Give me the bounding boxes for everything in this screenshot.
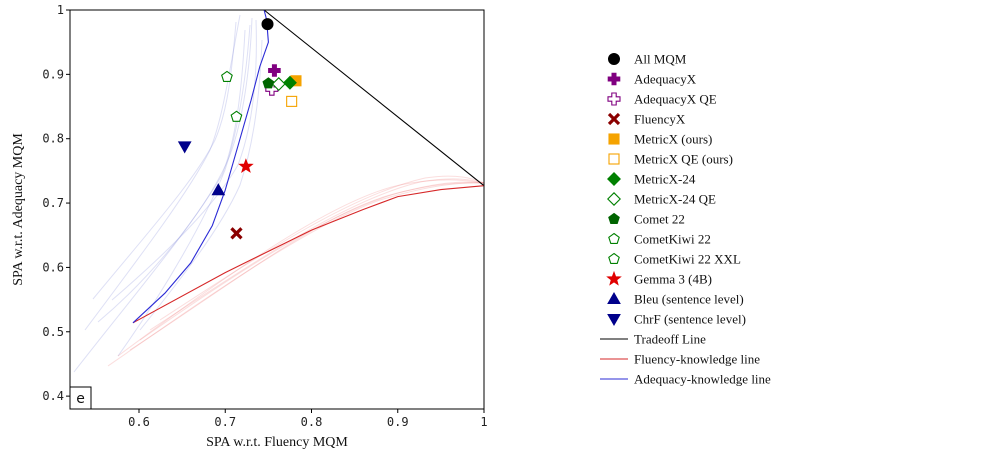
- legend-item-adequacy-knowledge-line: Adequacy-knowledge line: [600, 372, 771, 387]
- faint-sample-curves: [73, 14, 485, 373]
- legend-item-all-mqm: All MQM: [608, 52, 687, 67]
- legend-label: CometKiwi 22: [634, 232, 711, 247]
- y-tick-label: 0.5: [42, 325, 64, 339]
- legend-marker: [607, 112, 621, 126]
- adequacy-sample-curve-5: [73, 29, 246, 373]
- x-tick-label: 0.9: [387, 415, 409, 429]
- legend-marker: [606, 270, 622, 286]
- fluency-sample-curve-2: [139, 181, 485, 341]
- x-tick-label: 1: [480, 415, 487, 429]
- plot-frame: [69, 9, 485, 410]
- legend-marker: [608, 252, 620, 264]
- legend-marker: [608, 153, 620, 165]
- legend-label: MetricX-24 QE: [634, 192, 716, 207]
- legend-label: ChrF (sentence level): [634, 312, 746, 327]
- tradeoff-line: [263, 9, 485, 187]
- x-tick-label: 0.6: [128, 415, 150, 429]
- fluency-sample-curve-4: [149, 178, 485, 331]
- point-metricx-qe-ours: [286, 95, 298, 107]
- legend-label: CometKiwi 22 XXL: [634, 252, 741, 267]
- y-tick-label: 0.7: [42, 196, 64, 210]
- fluency-sample-curve-6: [159, 175, 485, 321]
- legend-marker: [607, 291, 621, 304]
- fluency-knowledge-line: [132, 185, 485, 324]
- axis-ticks: 0.6 0.7 0.8 0.9 1 0.4 0.5 0.6 0.7 0.8 0.9 1: [42, 3, 487, 429]
- point-cometkiwi-22: [230, 110, 243, 122]
- adequacy-sample-curve-4: [97, 17, 253, 323]
- y-tick-label: 0.4: [42, 389, 64, 403]
- legend-label: MetricX (ours): [634, 132, 712, 147]
- data-points: [177, 18, 302, 240]
- point-comet-22: [262, 77, 275, 89]
- legend-item-metricx-qe-ours: MetricX QE (ours): [608, 152, 733, 167]
- legend-item-metricx-24-qe: MetricX-24 QE: [607, 192, 716, 207]
- legend-label: Bleu (sentence level): [634, 292, 744, 307]
- legend-label: Adequacy-knowledge line: [634, 372, 771, 387]
- point-chrf-sentence-level: [177, 141, 192, 154]
- legend-marker: [607, 314, 621, 327]
- legend-item-bleu-sentence-level: Bleu (sentence level): [607, 291, 744, 307]
- point-cometkiwi-22-xxl: [221, 70, 233, 82]
- y-tick-label: 0.8: [42, 132, 64, 146]
- legend-label: Comet 22: [634, 212, 685, 227]
- x-tick-label: 0.7: [214, 415, 236, 429]
- point-metricx-24: [282, 75, 297, 90]
- y-axis-label: SPA w.r.t. Adequacy MQM: [11, 133, 26, 286]
- fluency-sample-curve-3: [129, 182, 485, 351]
- legend-label: MetricX-24: [634, 172, 696, 187]
- adequacy-sample-curve-1: [92, 21, 237, 300]
- panel-label-box: e: [69, 386, 92, 410]
- legend-item-adequacyx-qe: AdequacyX QE: [607, 92, 717, 107]
- legend-item-adequacyx: AdequacyX: [607, 72, 697, 87]
- legend-item-gemma-3-4b: Gemma 3 (4B): [606, 270, 712, 287]
- legend-marker: [608, 212, 620, 224]
- panel-label: e: [76, 391, 85, 407]
- legend: All MQM AdequacyX AdequacyX QE FluencyX Metr…: [600, 52, 771, 387]
- x-tick-label: 0.8: [301, 415, 323, 429]
- point-metricx-24-qe: [271, 77, 286, 91]
- legend-marker: [608, 53, 620, 65]
- point-gemma-3-4b: [238, 158, 254, 173]
- legend-item-metricx-ours: MetricX (ours): [608, 132, 712, 147]
- legend-marker: [608, 133, 620, 145]
- legend-marker: [607, 192, 621, 206]
- legend-item-chrf-sentence-level: ChrF (sentence level): [607, 312, 746, 327]
- adequacy-sample-curve-3: [117, 24, 251, 357]
- legend-item-metricx-24: MetricX-24: [607, 172, 696, 187]
- legend-label: Fluency-knowledge line: [634, 352, 760, 367]
- legend-marker: [607, 92, 621, 106]
- y-tick-label: 0.6: [42, 260, 64, 274]
- y-tick-label: 0.9: [42, 67, 64, 81]
- legend-item-fluency-knowledge-line: Fluency-knowledge line: [600, 352, 760, 367]
- adequacy-sample-curve-6: [139, 39, 263, 331]
- legend-label: Gemma 3 (4B): [634, 272, 712, 287]
- legend-label: All MQM: [634, 52, 687, 67]
- legend-item-cometkiwi-22: CometKiwi 22: [608, 232, 711, 247]
- legend-label: FluencyX: [634, 112, 686, 127]
- point-all-mqm: [261, 18, 274, 31]
- legend-label: AdequacyX QE: [634, 92, 717, 107]
- legend-label: MetricX QE (ours): [634, 152, 733, 167]
- point-adequacyx: [268, 64, 281, 77]
- adequacy-sample-curve-7: [111, 19, 257, 301]
- x-axis-label: SPA w.r.t. Fluency MQM: [206, 435, 348, 450]
- y-tick-label: 1: [57, 3, 64, 17]
- legend-label: AdequacyX: [634, 72, 697, 87]
- legend-item-tradeoff-line: Tradeoff Line: [600, 332, 706, 347]
- legend-item-fluencyx: FluencyX: [607, 112, 686, 127]
- adequacy-knowledge-line: [132, 9, 269, 324]
- fluency-sample-curve-5: [107, 182, 485, 367]
- legend-label: Tradeoff Line: [634, 332, 706, 347]
- legend-marker: [607, 172, 621, 186]
- legend-marker: [608, 232, 620, 244]
- knowledge-lines: [132, 9, 485, 324]
- point-fluencyx: [230, 227, 243, 240]
- legend-item-comet-22: Comet 22: [608, 212, 685, 227]
- legend-item-cometkiwi-22-xxl: CometKiwi 22 XXL: [608, 252, 741, 267]
- fluency-sample-curve-1: [117, 179, 485, 357]
- point-bleu-sentence-level: [211, 183, 226, 196]
- legend-marker: [607, 72, 621, 86]
